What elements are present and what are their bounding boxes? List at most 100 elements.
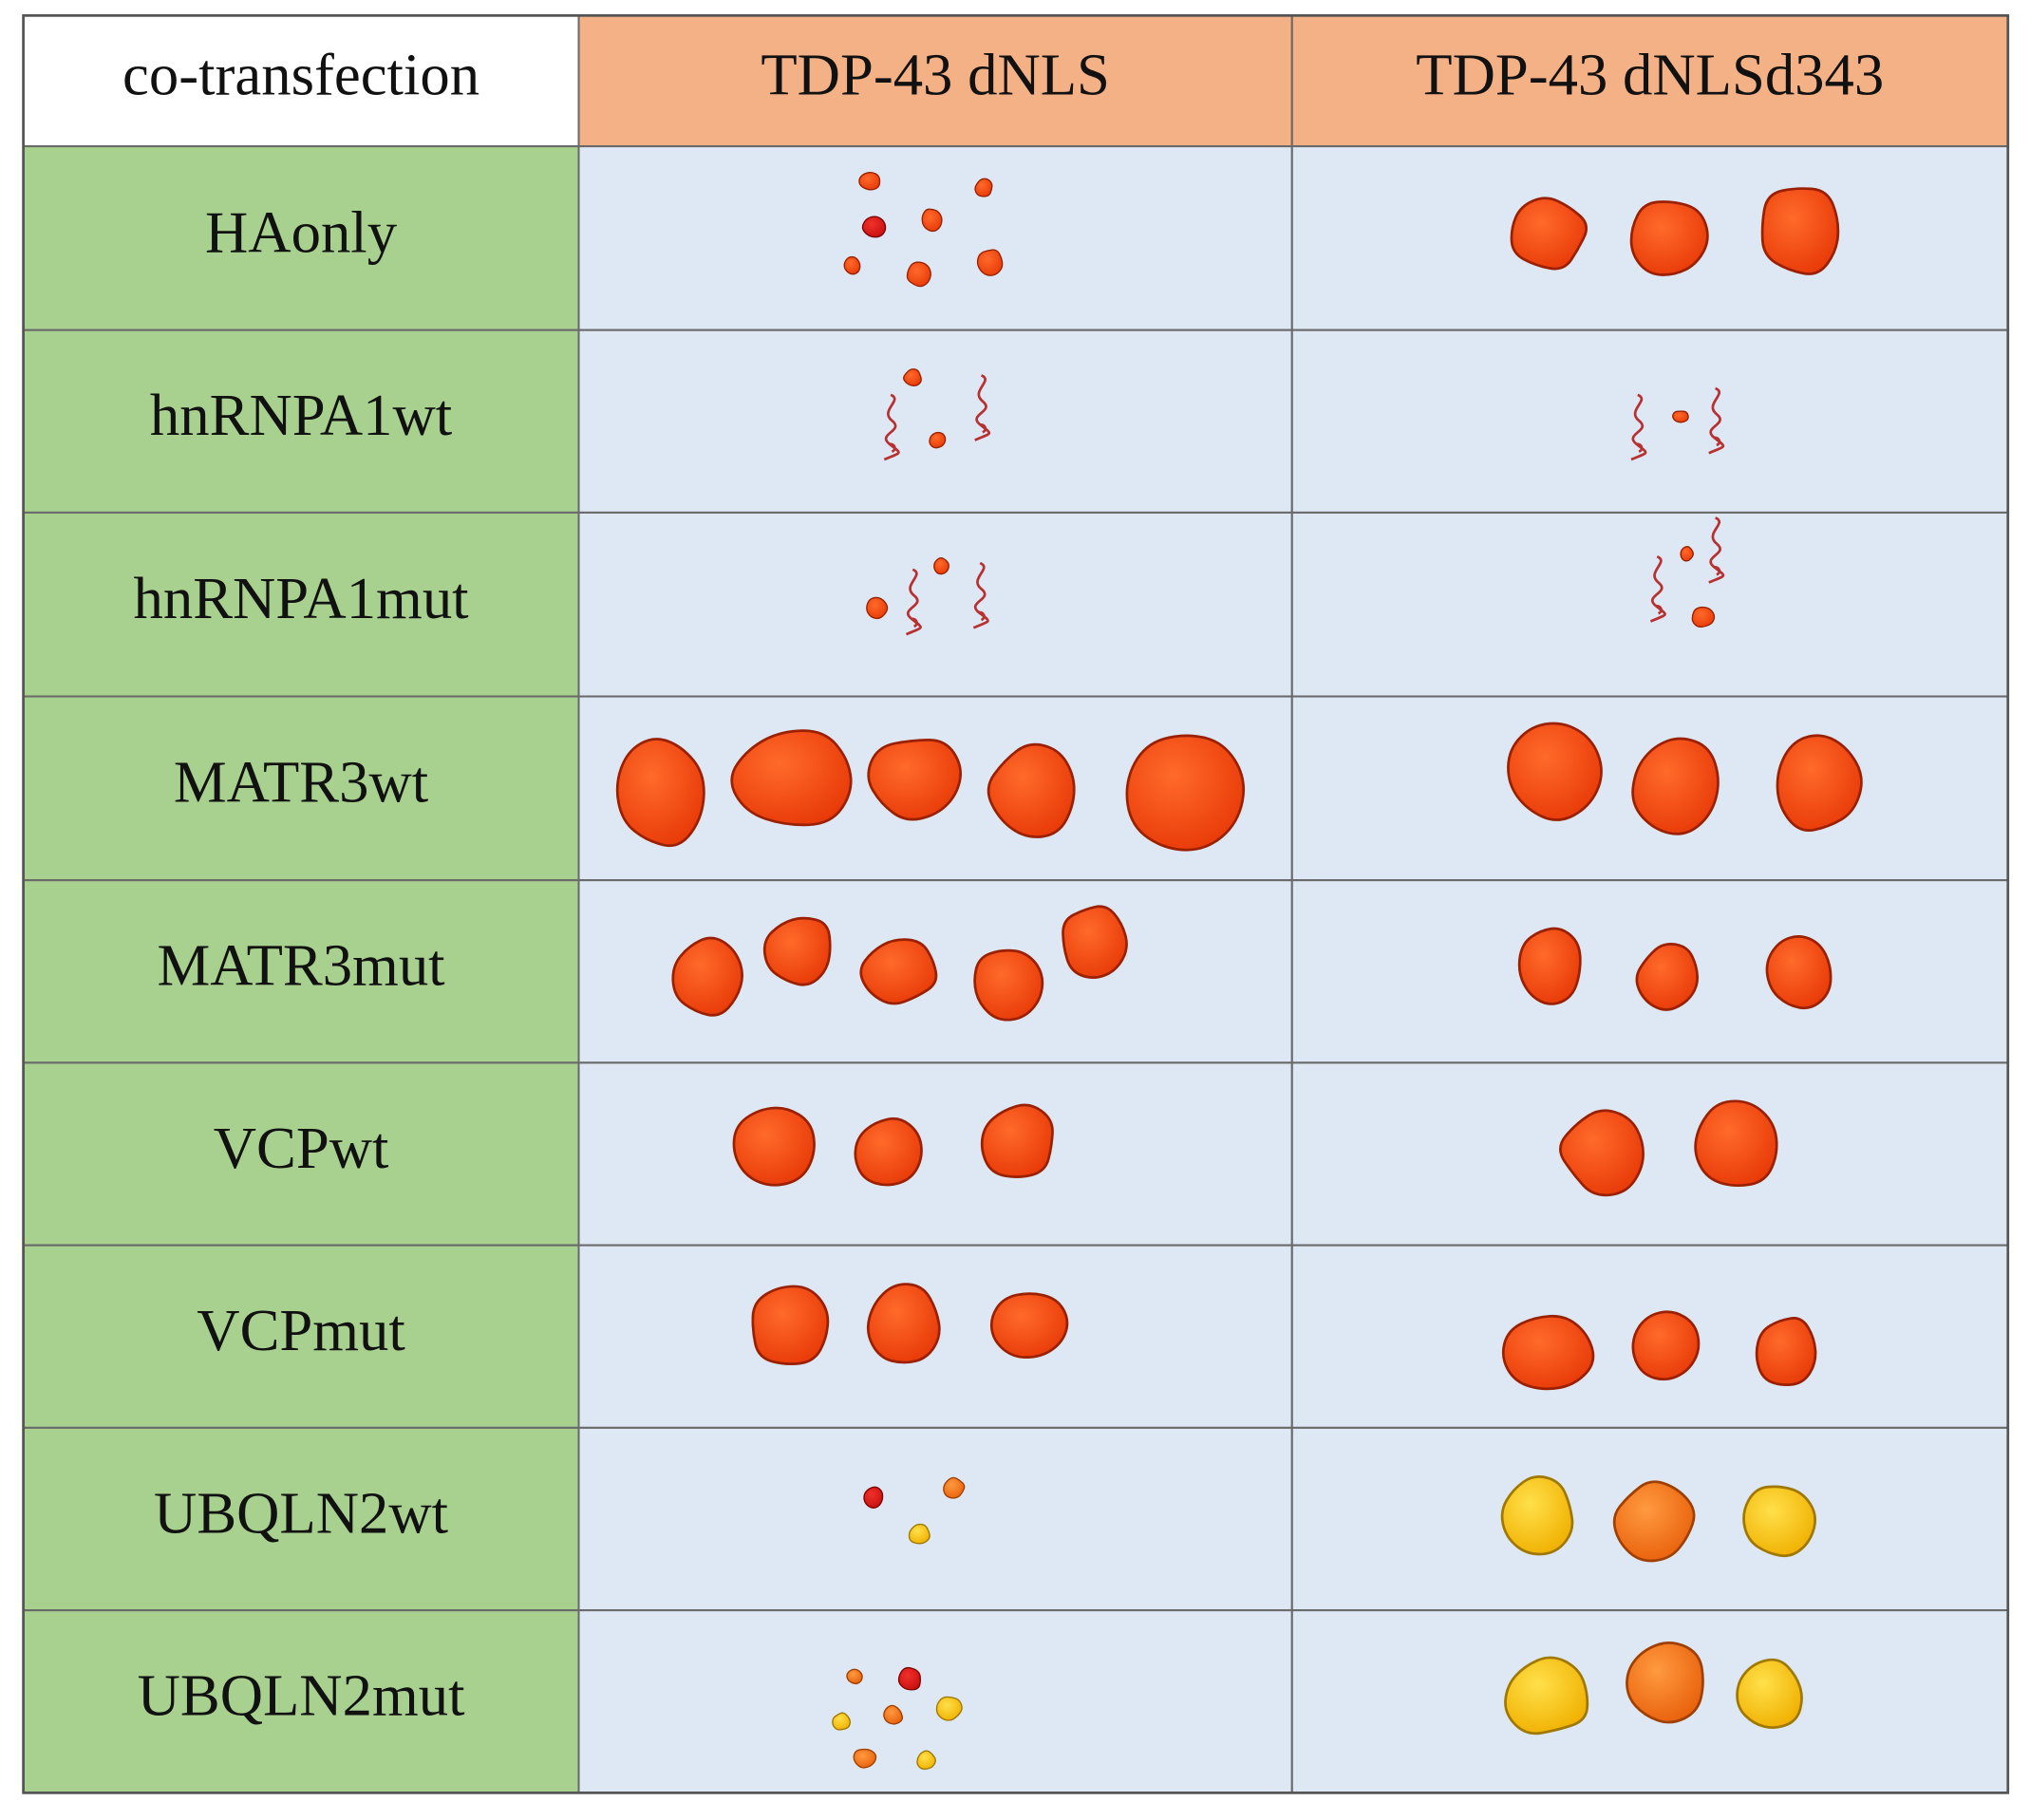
cell: [22, 1426, 580, 1612]
aggregate: [1776, 734, 1863, 832]
aggregate: [832, 1712, 851, 1731]
aggregate: [943, 1476, 966, 1499]
labels: co-transfection TDP-43 dNLS TDP-43 dNLSd34…: [122, 42, 1884, 1729]
aggregate: [1760, 187, 1840, 275]
strand: [974, 374, 991, 441]
aggregate: [903, 368, 922, 386]
aggregate: [1635, 943, 1700, 1011]
header-label: TDP-43 dNLS: [761, 42, 1110, 108]
aggregate: [859, 938, 938, 1005]
aggregate: [921, 208, 943, 233]
cell: [22, 14, 580, 148]
aggregate: [732, 1106, 816, 1187]
aggregate: [1559, 1109, 1645, 1197]
aggregate: [897, 1666, 921, 1691]
row-label: UBQLN2mut: [138, 1662, 465, 1729]
aggregate: [1631, 1310, 1701, 1381]
aggregate: [1500, 1475, 1574, 1556]
aggregate: [935, 1696, 963, 1721]
strand: [1630, 393, 1647, 461]
aggregate: [973, 948, 1044, 1022]
row-label: UBQLN2wt: [154, 1479, 449, 1546]
aggregate: [615, 738, 705, 848]
row-label: HAonly: [205, 198, 398, 265]
cell: [1290, 1061, 2009, 1247]
header-label: co-transfection: [122, 42, 479, 108]
aggregate: [858, 171, 881, 191]
aggregate: [976, 249, 1004, 276]
aggregate: [987, 742, 1076, 838]
row-label: VCPwt: [214, 1115, 389, 1181]
cell: [22, 1244, 580, 1429]
aggregate: [867, 738, 963, 821]
aggregate: [843, 255, 861, 275]
aggregates: [615, 171, 1863, 1771]
table-border: [22, 13, 2010, 1794]
row-label: hnRNPA1mut: [134, 565, 470, 631]
aggregate: [1631, 737, 1720, 835]
aggregate: [1125, 734, 1246, 852]
aggregate: [883, 1704, 904, 1725]
aggregate: [854, 1116, 923, 1187]
aggregate: [933, 556, 949, 575]
cell: [22, 511, 580, 698]
cell: [577, 1426, 1293, 1612]
cell: [577, 1061, 1293, 1247]
cell: [1290, 511, 2009, 698]
aggregate: [863, 1486, 884, 1509]
aggregate: [730, 729, 853, 827]
aggregate: [1507, 722, 1603, 821]
row-label: MATR3mut: [158, 932, 446, 999]
strand: [1708, 386, 1725, 455]
aggregate: [751, 1285, 830, 1366]
cell: [22, 1609, 580, 1794]
aggregate: [846, 1668, 863, 1685]
aggregate: [866, 1283, 941, 1364]
strand: [972, 561, 989, 629]
cell: [22, 695, 580, 882]
aggregate: [929, 431, 947, 449]
aggregate: [1694, 1099, 1778, 1188]
aggregate: [1755, 1317, 1817, 1387]
row-label: hnRNPA1wt: [150, 382, 453, 448]
cell: [577, 1609, 1293, 1794]
strand: [1649, 555, 1666, 623]
cell: [1290, 328, 2009, 514]
aggregate: [671, 936, 743, 1017]
aggregate: [1672, 410, 1689, 423]
aggregate: [762, 916, 832, 986]
aggregate: [989, 1292, 1069, 1360]
aggregate: [1612, 1480, 1696, 1563]
aggregate: [861, 216, 887, 238]
aggregate: [1742, 1485, 1816, 1558]
aggregate: [1736, 1658, 1803, 1729]
aggregate: [980, 1103, 1054, 1178]
cell: [577, 145, 1293, 331]
cell: [22, 145, 580, 331]
strand: [1708, 516, 1725, 584]
strand: [905, 568, 922, 636]
cell: [577, 511, 1293, 698]
aggregate: [1517, 927, 1582, 1005]
aggregate: [853, 1748, 877, 1769]
aggregate: [974, 178, 993, 197]
aggregate: [1062, 905, 1128, 980]
aggregate: [1501, 1314, 1595, 1391]
aggregate: [866, 596, 889, 620]
cell: [22, 1061, 580, 1247]
aggregate: [1680, 546, 1694, 562]
aggregate: [1765, 935, 1833, 1010]
aggregate: [1626, 1642, 1704, 1724]
aggregate: [1629, 200, 1709, 276]
aggregate: [916, 1750, 936, 1771]
row-label: VCPmut: [197, 1297, 405, 1363]
aggregate: [906, 261, 931, 288]
aggregate: [1504, 1656, 1589, 1736]
aggregate: [908, 1523, 930, 1545]
strand: [883, 393, 900, 461]
aggregate: [1691, 606, 1716, 628]
cell: [577, 14, 1293, 148]
cell: [577, 328, 1293, 514]
header-label: TDP-43 dNLSd343: [1416, 42, 1884, 108]
